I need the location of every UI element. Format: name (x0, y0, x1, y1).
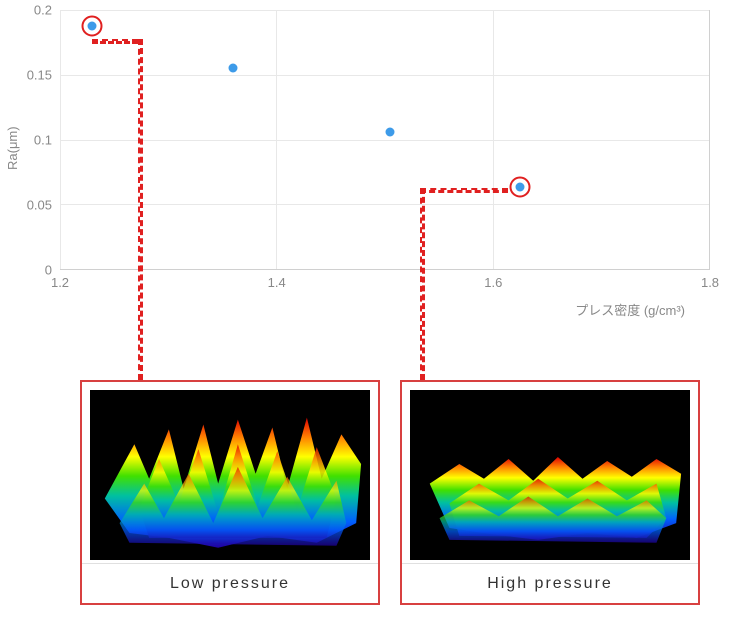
surface-image-low (90, 390, 370, 560)
plot-area (60, 10, 710, 270)
callout-line (138, 39, 143, 380)
x-tick: 1.6 (484, 275, 502, 290)
data-point (88, 21, 97, 30)
data-point (229, 64, 238, 73)
heightmap-high (410, 390, 690, 558)
panel-caption-high: High pressure (402, 563, 698, 603)
surface-panel-low-pressure: Low pressure (80, 380, 380, 605)
panel-caption-low: Low pressure (82, 563, 378, 603)
gridline (276, 10, 277, 269)
x-tick: 1.2 (51, 275, 69, 290)
surface-panel-high-pressure: High pressure (400, 380, 700, 605)
gridline (60, 75, 709, 76)
x-tick: 1.8 (701, 275, 719, 290)
data-point (515, 183, 524, 192)
y-tick: 0.15 (2, 68, 52, 83)
surface-image-high (410, 390, 690, 560)
gridline (60, 140, 709, 141)
gridline (60, 10, 61, 269)
callout-line (420, 188, 508, 193)
gridline (60, 10, 709, 11)
y-tick: 0.1 (2, 133, 52, 148)
x-axis-label: プレス密度 (g/cm³) (575, 300, 685, 319)
figure-root: Ra(μm) 0.2 0.15 0.1 0.05 0 1.2 1. (0, 0, 735, 618)
gridline (60, 204, 709, 205)
y-tick: 0 (2, 263, 52, 278)
heightmap-low (90, 390, 370, 558)
callout-line (92, 39, 138, 44)
gridline (493, 10, 494, 269)
callout-line (420, 188, 425, 380)
y-tick: 0.05 (2, 198, 52, 213)
data-point (385, 127, 394, 136)
y-tick: 0.2 (2, 3, 52, 18)
scatter-chart: 0.2 0.15 0.1 0.05 0 1.2 1.4 1.6 1.8 プレス密… (60, 10, 710, 290)
x-tick: 1.4 (268, 275, 286, 290)
